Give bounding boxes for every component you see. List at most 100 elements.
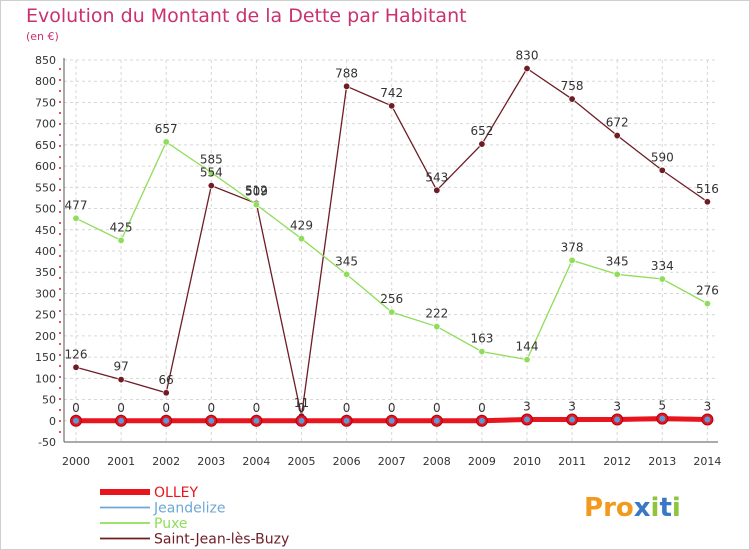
- data-label-olley: 0: [388, 401, 396, 415]
- data-label-puxe: 163: [470, 332, 493, 346]
- series-point-puxe: [252, 201, 260, 209]
- data-label-puxe: 345: [606, 254, 629, 268]
- series-point-puxe: [343, 270, 351, 278]
- olley-point-center: [388, 417, 395, 424]
- data-label-puxe: 429: [290, 219, 313, 233]
- series-point-saint-jean-l-s-buzy: [658, 166, 666, 174]
- y-tick-label: 650: [35, 139, 56, 152]
- logo-letter: o: [616, 493, 634, 523]
- data-label-saint-jean-l-s-buzy: 516: [696, 182, 719, 196]
- data-label-saint-jean-l-s-buzy: 652: [470, 124, 493, 138]
- data-label-puxe: 334: [651, 259, 674, 273]
- y-tick-label: 200: [35, 330, 56, 343]
- series-point-puxe: [703, 300, 711, 308]
- series-point-puxe: [433, 323, 441, 331]
- series-point-saint-jean-l-s-buzy: [433, 186, 441, 194]
- series-point-puxe: [568, 256, 576, 264]
- data-label-puxe: 477: [65, 198, 88, 212]
- olley-point-center: [524, 416, 530, 423]
- data-label-olley: 5: [658, 399, 666, 413]
- x-tick-label: 2014: [693, 455, 721, 468]
- y-tick-label: 300: [35, 287, 56, 300]
- logo-letter: i: [672, 493, 681, 523]
- data-label-olley: 0: [433, 401, 441, 415]
- data-label-olley: 0: [72, 401, 80, 415]
- logo-text: Proxiti: [584, 493, 681, 523]
- series-point-saint-jean-l-s-buzy: [568, 95, 576, 103]
- olley-point-center: [569, 416, 576, 423]
- x-tick-label: 2000: [62, 455, 90, 468]
- data-label-puxe: 657: [155, 122, 178, 136]
- data-label-olley: 0: [162, 401, 170, 415]
- data-label-saint-jean-l-s-buzy: 66: [159, 373, 174, 387]
- olley-point-center: [659, 415, 666, 422]
- chart-subtitle: (en €): [26, 30, 59, 43]
- y-tick-label: 400: [35, 245, 56, 258]
- data-label-olley: 3: [523, 400, 531, 414]
- data-label-olley: 3: [613, 400, 621, 414]
- data-label-saint-jean-l-s-buzy: 830: [516, 48, 539, 62]
- y-tick-label: 850: [35, 54, 56, 67]
- y-tick-label: 750: [35, 96, 56, 109]
- data-labels: 126 97 66 554 512 11 788 742 543 652 830 758 672 590 5…: [65, 48, 719, 414]
- data-label-saint-jean-l-s-buzy: 788: [335, 66, 358, 80]
- data-label-puxe: 425: [110, 220, 133, 234]
- y-tick-label: 550: [35, 181, 56, 194]
- data-label-saint-jean-l-s-buzy: 126: [65, 347, 88, 361]
- data-label-olley: 0: [207, 401, 215, 415]
- y-tick-label: 250: [35, 309, 56, 322]
- series-point-saint-jean-l-s-buzy: [117, 376, 125, 384]
- series-point-puxe: [613, 270, 621, 278]
- series-point-puxe: [388, 308, 396, 316]
- olley-point-center: [208, 417, 215, 424]
- olley-point-center: [478, 417, 485, 424]
- series-point-puxe: [162, 138, 170, 146]
- data-label-saint-jean-l-s-buzy: 672: [606, 116, 629, 130]
- data-label-puxe: 144: [516, 340, 539, 354]
- data-label-saint-jean-l-s-buzy: 543: [425, 170, 448, 184]
- y-tick-label: 700: [35, 118, 56, 131]
- series-point-puxe: [658, 275, 666, 283]
- data-label-olley: 0: [253, 401, 261, 415]
- axes: -500501001502002503003504004505005506006…: [35, 54, 721, 468]
- data-label-saint-jean-l-s-buzy: 554: [200, 166, 223, 180]
- series-point-puxe: [207, 168, 215, 176]
- y-tick-label: 800: [35, 75, 56, 88]
- series-point-puxe: [72, 214, 80, 222]
- series-point-saint-jean-l-s-buzy: [162, 389, 170, 397]
- x-tick-label: 2002: [152, 455, 180, 468]
- data-label-saint-jean-l-s-buzy: 758: [561, 79, 584, 93]
- series-point-saint-jean-l-s-buzy: [478, 140, 486, 148]
- series-point-saint-jean-l-s-buzy: [207, 182, 215, 190]
- x-tick-label: 2004: [242, 455, 270, 468]
- logo-letter: r: [603, 493, 616, 523]
- olley-point-center: [343, 417, 350, 424]
- olley-point-center: [73, 417, 79, 424]
- series: [70, 64, 714, 427]
- legend-label-jeandelize: Jeandelize: [153, 501, 225, 517]
- data-label-puxe: 585: [200, 152, 223, 166]
- data-label-puxe: 222: [425, 307, 448, 321]
- x-tick-label: 2005: [288, 455, 316, 468]
- data-label-olley: 3: [704, 400, 712, 414]
- data-label-puxe: 256: [380, 292, 403, 306]
- data-label-saint-jean-l-s-buzy: 11: [294, 396, 309, 410]
- x-tick-label: 2012: [603, 455, 631, 468]
- x-tick-label: 2009: [468, 455, 496, 468]
- series-point-puxe: [478, 348, 486, 356]
- x-tick-label: 2008: [423, 455, 451, 468]
- legend-label-saint-jean-l-s-buzy: Saint-Jean-lès-Buzy: [154, 532, 289, 548]
- chart-title: Evolution du Montant de la Dette par Hab…: [26, 5, 467, 27]
- data-label-puxe: 276: [696, 284, 719, 298]
- x-tick-label: 2003: [197, 455, 225, 468]
- y-tick-label: 50: [42, 394, 56, 407]
- series-point-saint-jean-l-s-buzy: [613, 132, 621, 140]
- data-label-saint-jean-l-s-buzy: 512: [245, 183, 268, 197]
- olley-point-center: [118, 417, 125, 424]
- series-point-puxe: [523, 356, 531, 364]
- y-tick-label: 450: [35, 224, 56, 237]
- olley-point-center: [433, 417, 440, 424]
- x-tick-label: 2010: [513, 455, 541, 468]
- series-point-saint-jean-l-s-buzy: [523, 64, 531, 72]
- data-label-saint-jean-l-s-buzy: 97: [113, 360, 128, 374]
